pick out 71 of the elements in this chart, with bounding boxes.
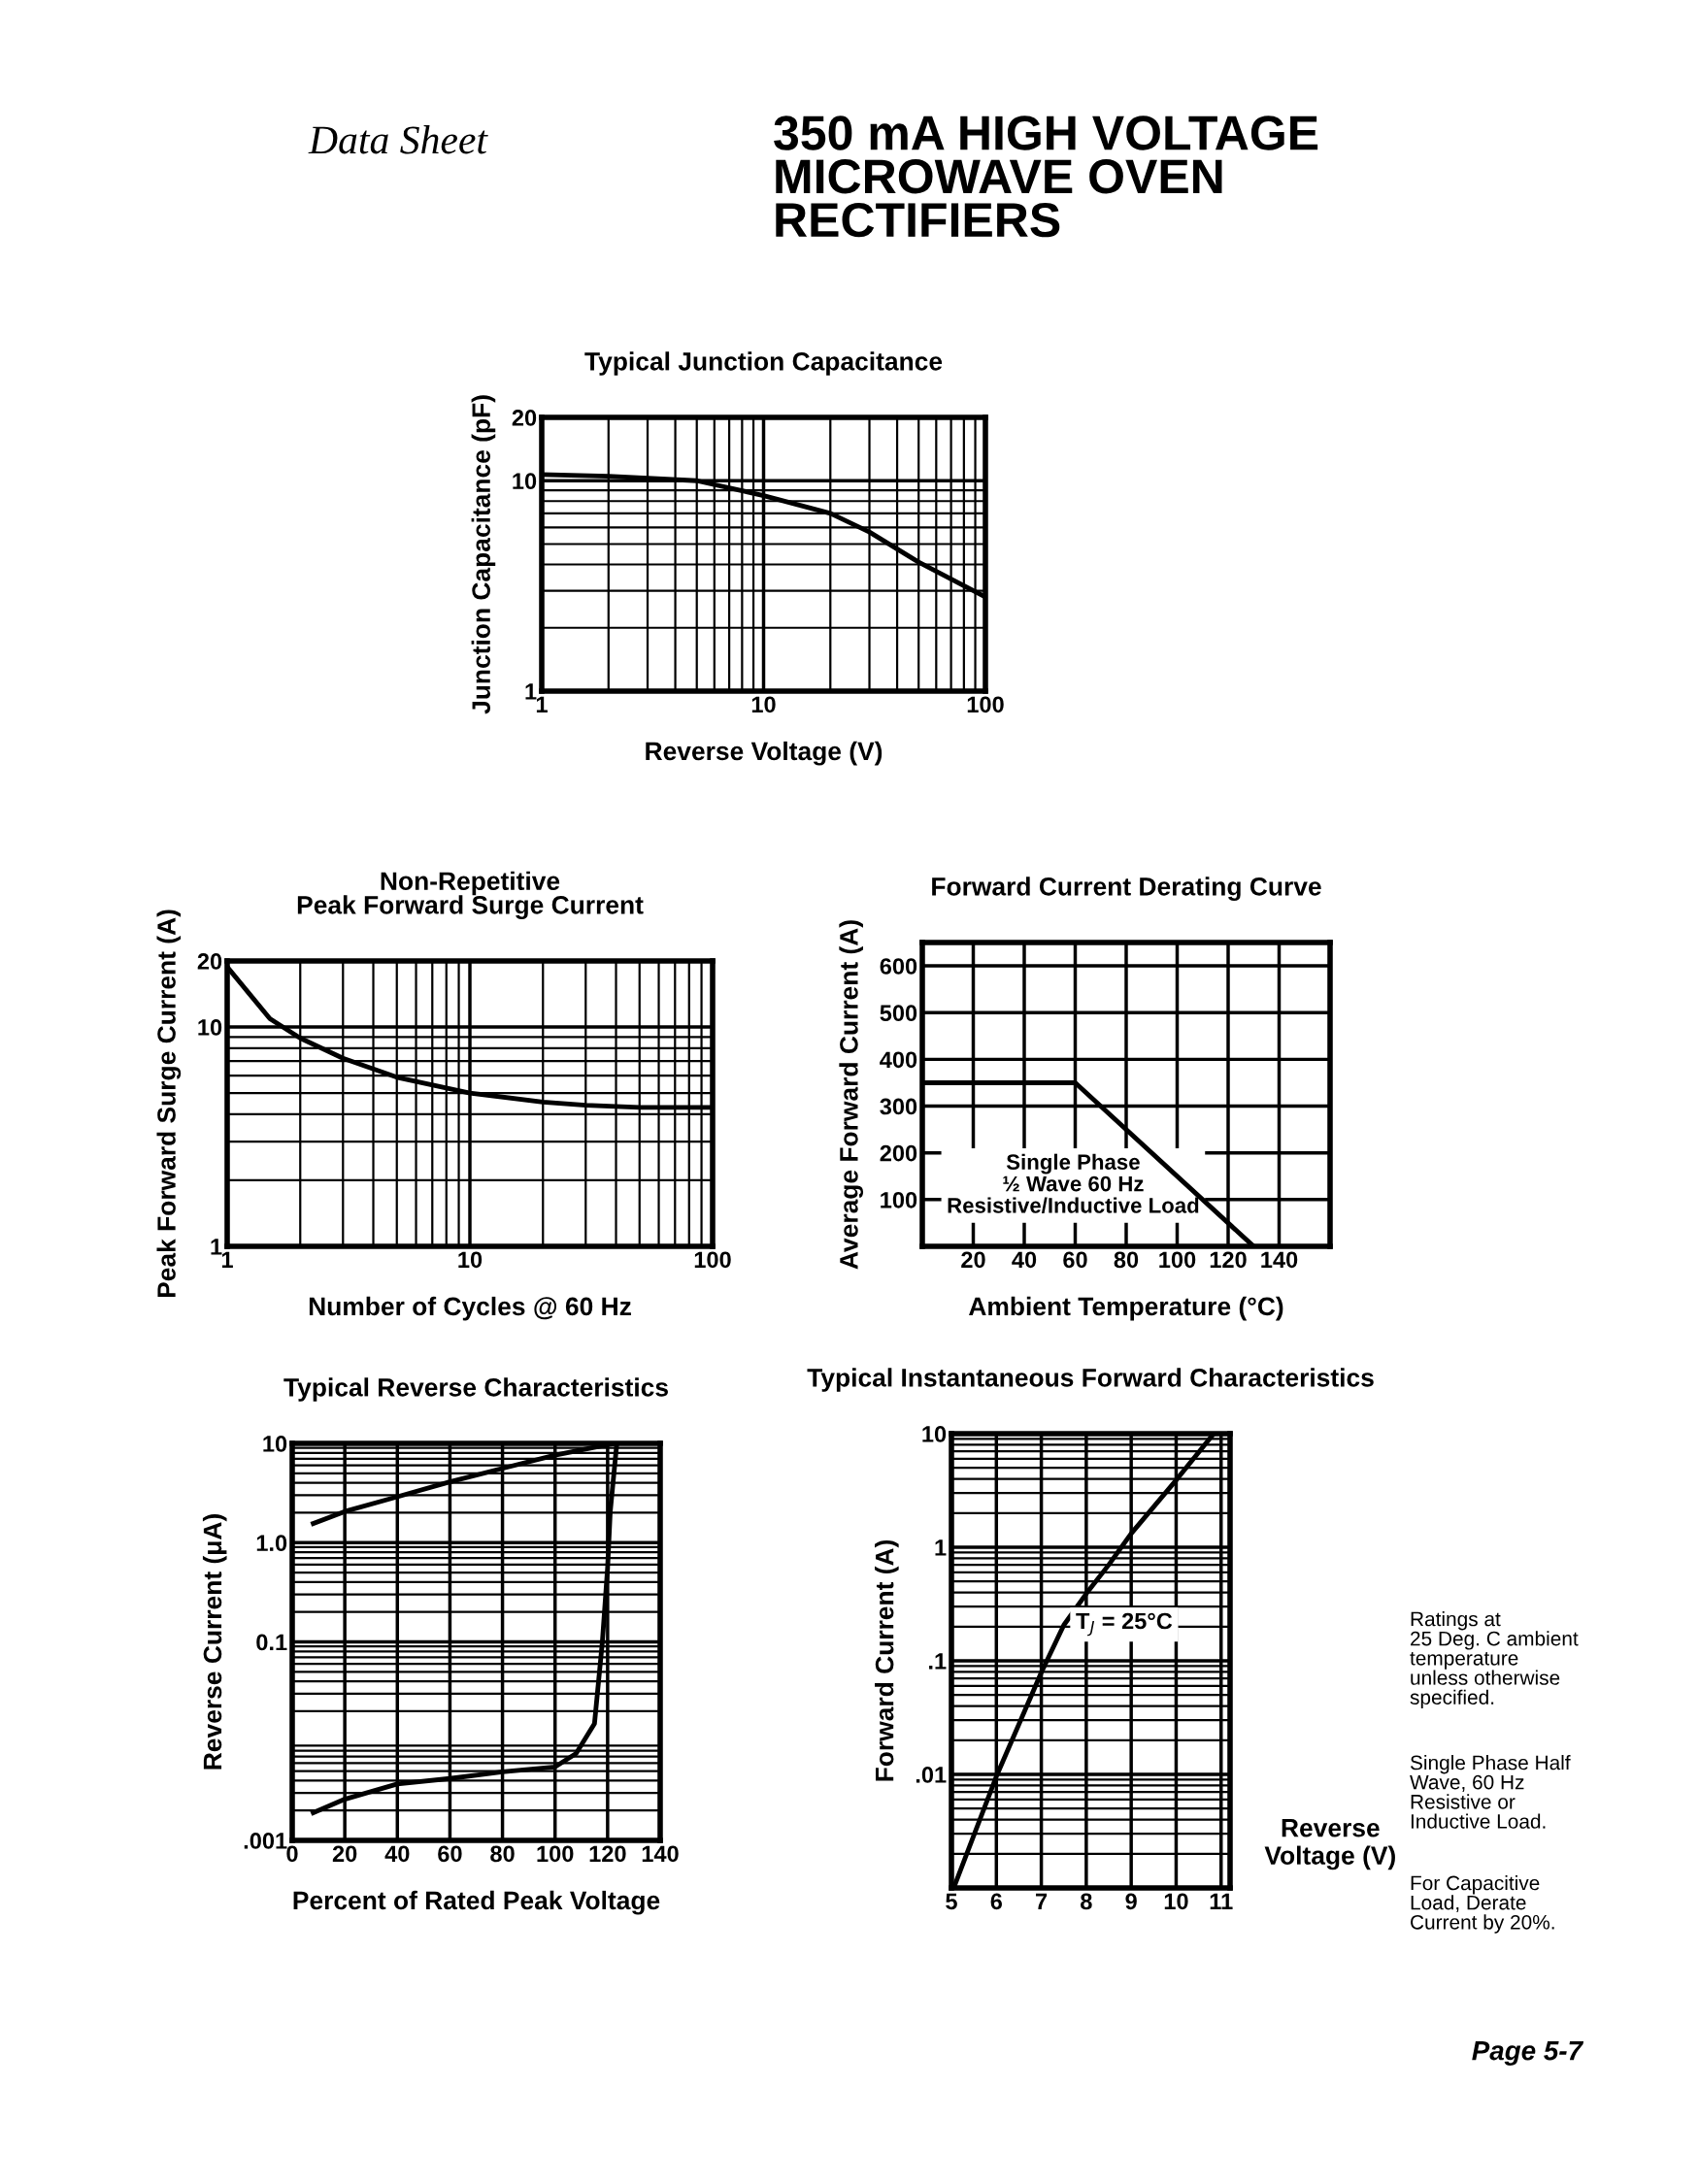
- chart-title: Non-Repetitive Peak Forward Surge Current: [297, 871, 644, 919]
- y-tick-label: 1: [211, 1239, 222, 1255]
- y-axis-title: Reverse Current (μA): [202, 1514, 227, 1770]
- y-tick-label: 10: [263, 1436, 287, 1452]
- x-tick-label: 100: [967, 696, 1004, 713]
- y-tick-label: 1.0: [256, 1535, 287, 1552]
- text: Page 5-7: [1472, 2041, 1584, 2066]
- y-tick-label: .001: [244, 1833, 287, 1849]
- y-tick-label: 300: [880, 1098, 917, 1115]
- chart-title: Typical Reverse Characteristics: [283, 1377, 668, 1402]
- x-tick-label: 40: [384, 1845, 410, 1863]
- y-tick-label: 20: [512, 410, 537, 426]
- x-tick-label: 10: [1164, 1893, 1188, 1910]
- y-tick-label: .1: [929, 1653, 947, 1670]
- x-tick-label: 6: [990, 1893, 1002, 1910]
- x-tick-label: 0: [286, 1845, 298, 1863]
- y-axis-title: Average Forward Current (A): [839, 920, 864, 1270]
- x-tick-label: 20: [961, 1251, 985, 1269]
- x-tick-label: 7: [1036, 1893, 1048, 1909]
- y-tick-label: 200: [880, 1144, 917, 1162]
- y-tick-label: 10: [922, 1426, 947, 1442]
- y-tick-label: 10: [513, 473, 537, 490]
- y-tick-label: .01: [916, 1767, 947, 1783]
- x-axis-title: Percent of Rated Peak Voltage: [293, 1890, 660, 1915]
- x-tick-label: 100: [1159, 1251, 1196, 1269]
- y-tick-label: 400: [880, 1051, 917, 1069]
- y-tick-label: 100: [881, 1191, 917, 1208]
- x-tick-label: 100: [694, 1251, 731, 1269]
- x-axis-title: Number of Cycles @ 60 Hz: [309, 1296, 631, 1321]
- x-tick-label: 20: [332, 1845, 357, 1863]
- chart-title: Typical Junction Capacitance: [584, 351, 943, 376]
- x-tick-label: 1: [536, 696, 548, 712]
- x-tick-label: 140: [642, 1845, 679, 1863]
- y-axis-title: Forward Current (A): [875, 1539, 899, 1781]
- x-tick-label: 100: [537, 1845, 574, 1863]
- x-tick-label: 140: [1261, 1251, 1298, 1269]
- x-tick-label: 40: [1012, 1251, 1037, 1269]
- x-tick-label: 5: [946, 1893, 957, 1910]
- x-axis-title: Ambient Temperature (°C): [969, 1296, 1283, 1321]
- x-tick-label: 10: [751, 696, 776, 713]
- y-tick-label: 10: [198, 1019, 222, 1036]
- annotation: T$_{J}$ = 25°C: [1076, 1612, 1173, 1637]
- x-tick-label: 8: [1081, 1893, 1092, 1910]
- x-axis-title: Reverse Voltage (V): [646, 741, 883, 766]
- text: Data Sheet: [308, 125, 488, 154]
- x-axis-title: Reverse Voltage (V): [1264, 1819, 1395, 1870]
- y-tick-label: 20: [197, 953, 222, 970]
- x-tick-label: 10: [458, 1251, 483, 1269]
- annotation: Single Phase ½ Wave 60 Hz Resistive/Inductive Load: [948, 1153, 1199, 1213]
- x-tick-label: 120: [1210, 1251, 1247, 1269]
- x-tick-label: 1: [221, 1251, 233, 1268]
- chart-title: Typical Instantaneous Forward Characteristics: [807, 1368, 1374, 1392]
- text: 350 mA HIGH VOLTAGE MICROWAVE OVEN RECTIFIERS: [774, 116, 1318, 238]
- x-tick-label: 9: [1125, 1893, 1137, 1910]
- y-axis-title: Peak Forward Surge Current (A): [156, 910, 182, 1298]
- y-tick-label: 1: [935, 1539, 947, 1556]
- y-tick-label: 600: [880, 958, 917, 975]
- x-tick-label: 80: [490, 1845, 515, 1863]
- x-tick-label: 60: [438, 1845, 462, 1863]
- text: For Capacitive Load, Derate Current by 20%.: [1411, 1875, 1554, 1934]
- y-tick-label: 1: [525, 683, 537, 700]
- y-axis-title: Junction Capacitance (pF): [471, 395, 496, 714]
- text: Single Phase Half Wave, 60 Hz Resistive or Inductive Load.: [1410, 1755, 1571, 1829]
- x-tick-label: 11: [1210, 1893, 1233, 1909]
- x-tick-label: 120: [589, 1845, 626, 1863]
- chart-title: Forward Current Derating Curve: [932, 877, 1321, 901]
- text: Ratings at 25 Deg. C ambient temperature unless otherwise specified.: [1410, 1611, 1579, 1709]
- y-tick-label: 0.1: [256, 1634, 287, 1651]
- x-tick-label: 80: [1114, 1251, 1139, 1269]
- y-tick-label: 500: [880, 1005, 917, 1022]
- x-tick-label: 60: [1063, 1251, 1087, 1269]
